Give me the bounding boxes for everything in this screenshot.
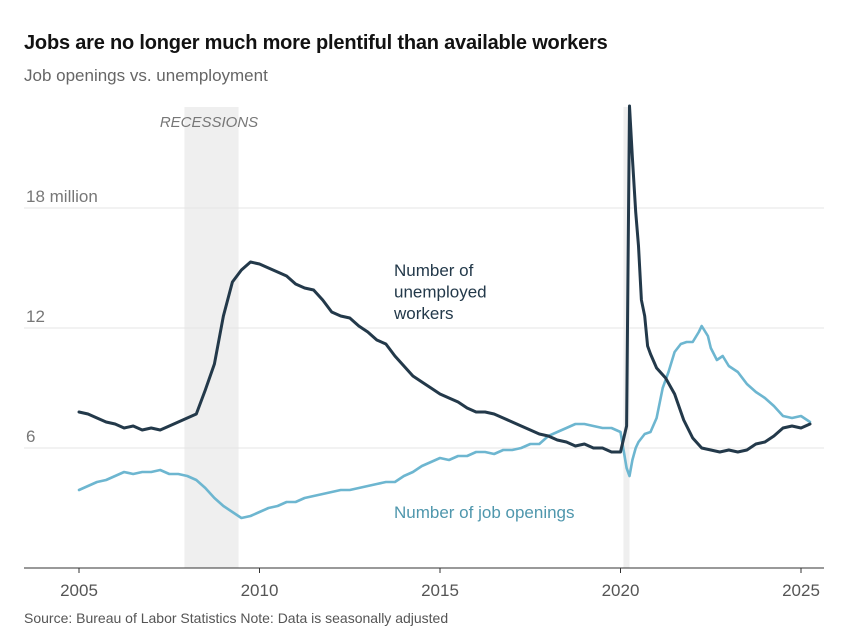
x-tick-labels: 2005 2010 2015 2020 2025 — [60, 568, 820, 600]
x-tick-label-2: 2015 — [421, 581, 459, 600]
chart-subtitle: Job openings vs. unemployment — [24, 66, 268, 85]
y-tick-label-2: 18 million — [26, 187, 98, 206]
y-tick-label-0: 6 — [26, 427, 35, 446]
y-tick-labels: 6 12 18 million — [26, 187, 98, 446]
series-label-openings: Number of job openings — [394, 503, 575, 522]
series-label-unemployed: Number of unemployed workers — [393, 261, 491, 323]
recession-band-0 — [184, 107, 239, 568]
x-tick-label-4: 2025 — [782, 581, 820, 600]
y-tick-label-1: 12 — [26, 307, 45, 326]
x-tick-label-3: 2020 — [602, 581, 640, 600]
unemployed-label-line-1: Number of — [394, 261, 474, 280]
series-lines — [77, 104, 812, 520]
gridlines — [24, 207, 824, 449]
job-openings-line — [77, 324, 812, 520]
unemployed-label-line-2: unemployed — [394, 283, 487, 302]
unemployed-line — [77, 104, 812, 454]
x-tick-label-0: 2005 — [60, 581, 98, 600]
source-note: Source: Bureau of Labor Statistics Note:… — [24, 610, 449, 626]
recessions-label: RECESSIONS — [160, 114, 258, 131]
recession-bands — [184, 107, 630, 568]
unemployed-label-line-3: workers — [393, 304, 454, 323]
chart-title: Jobs are no longer much more plentiful t… — [24, 32, 608, 54]
x-tick-label-1: 2010 — [241, 581, 279, 600]
